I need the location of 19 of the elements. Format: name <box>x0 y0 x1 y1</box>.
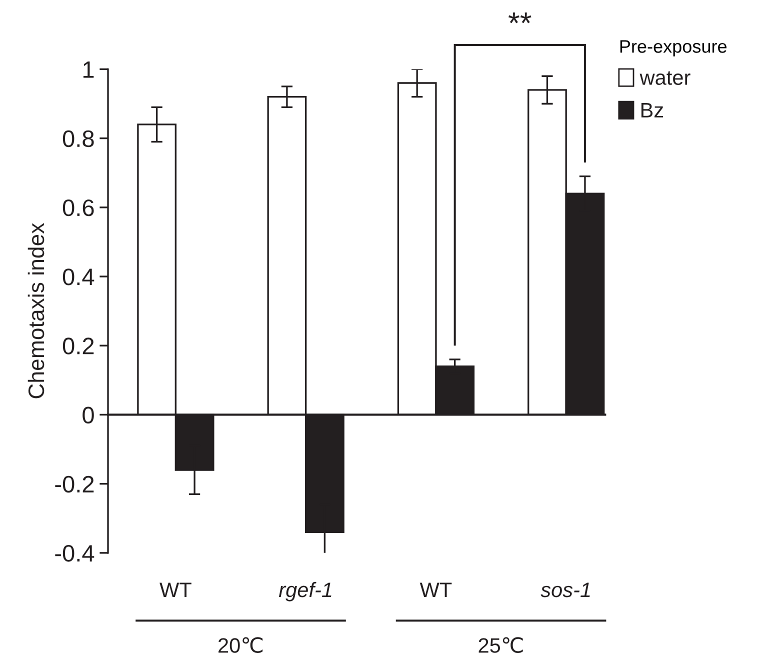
legend-label: water <box>640 71 690 85</box>
y-tick-label: 0 <box>82 406 94 424</box>
y-tick-label: 0.6 <box>62 199 94 216</box>
y-axis-title: Chemotaxis index <box>28 222 44 398</box>
x-tick-label: sos-1 <box>540 582 590 598</box>
y-tick-label: -0.2 <box>55 476 94 493</box>
legend-label: Bz <box>641 103 664 118</box>
y-tick-label: 1 <box>83 62 94 78</box>
x-tick-label: rgef-1 <box>278 582 332 602</box>
text: 20℃ <box>218 637 263 653</box>
legend-title: Pre-exposure <box>620 40 727 56</box>
text: ** <box>508 12 532 24</box>
y-tick-label: 0.2 <box>62 338 94 354</box>
text: 25℃ <box>478 637 523 653</box>
y-tick-label: 0.4 <box>62 268 94 286</box>
x-tick-label: WT <box>420 582 452 598</box>
y-tick-label: -0.4 <box>55 544 94 562</box>
x-tick-label: WT <box>160 582 192 598</box>
y-tick-label: 0.8 <box>62 130 94 148</box>
